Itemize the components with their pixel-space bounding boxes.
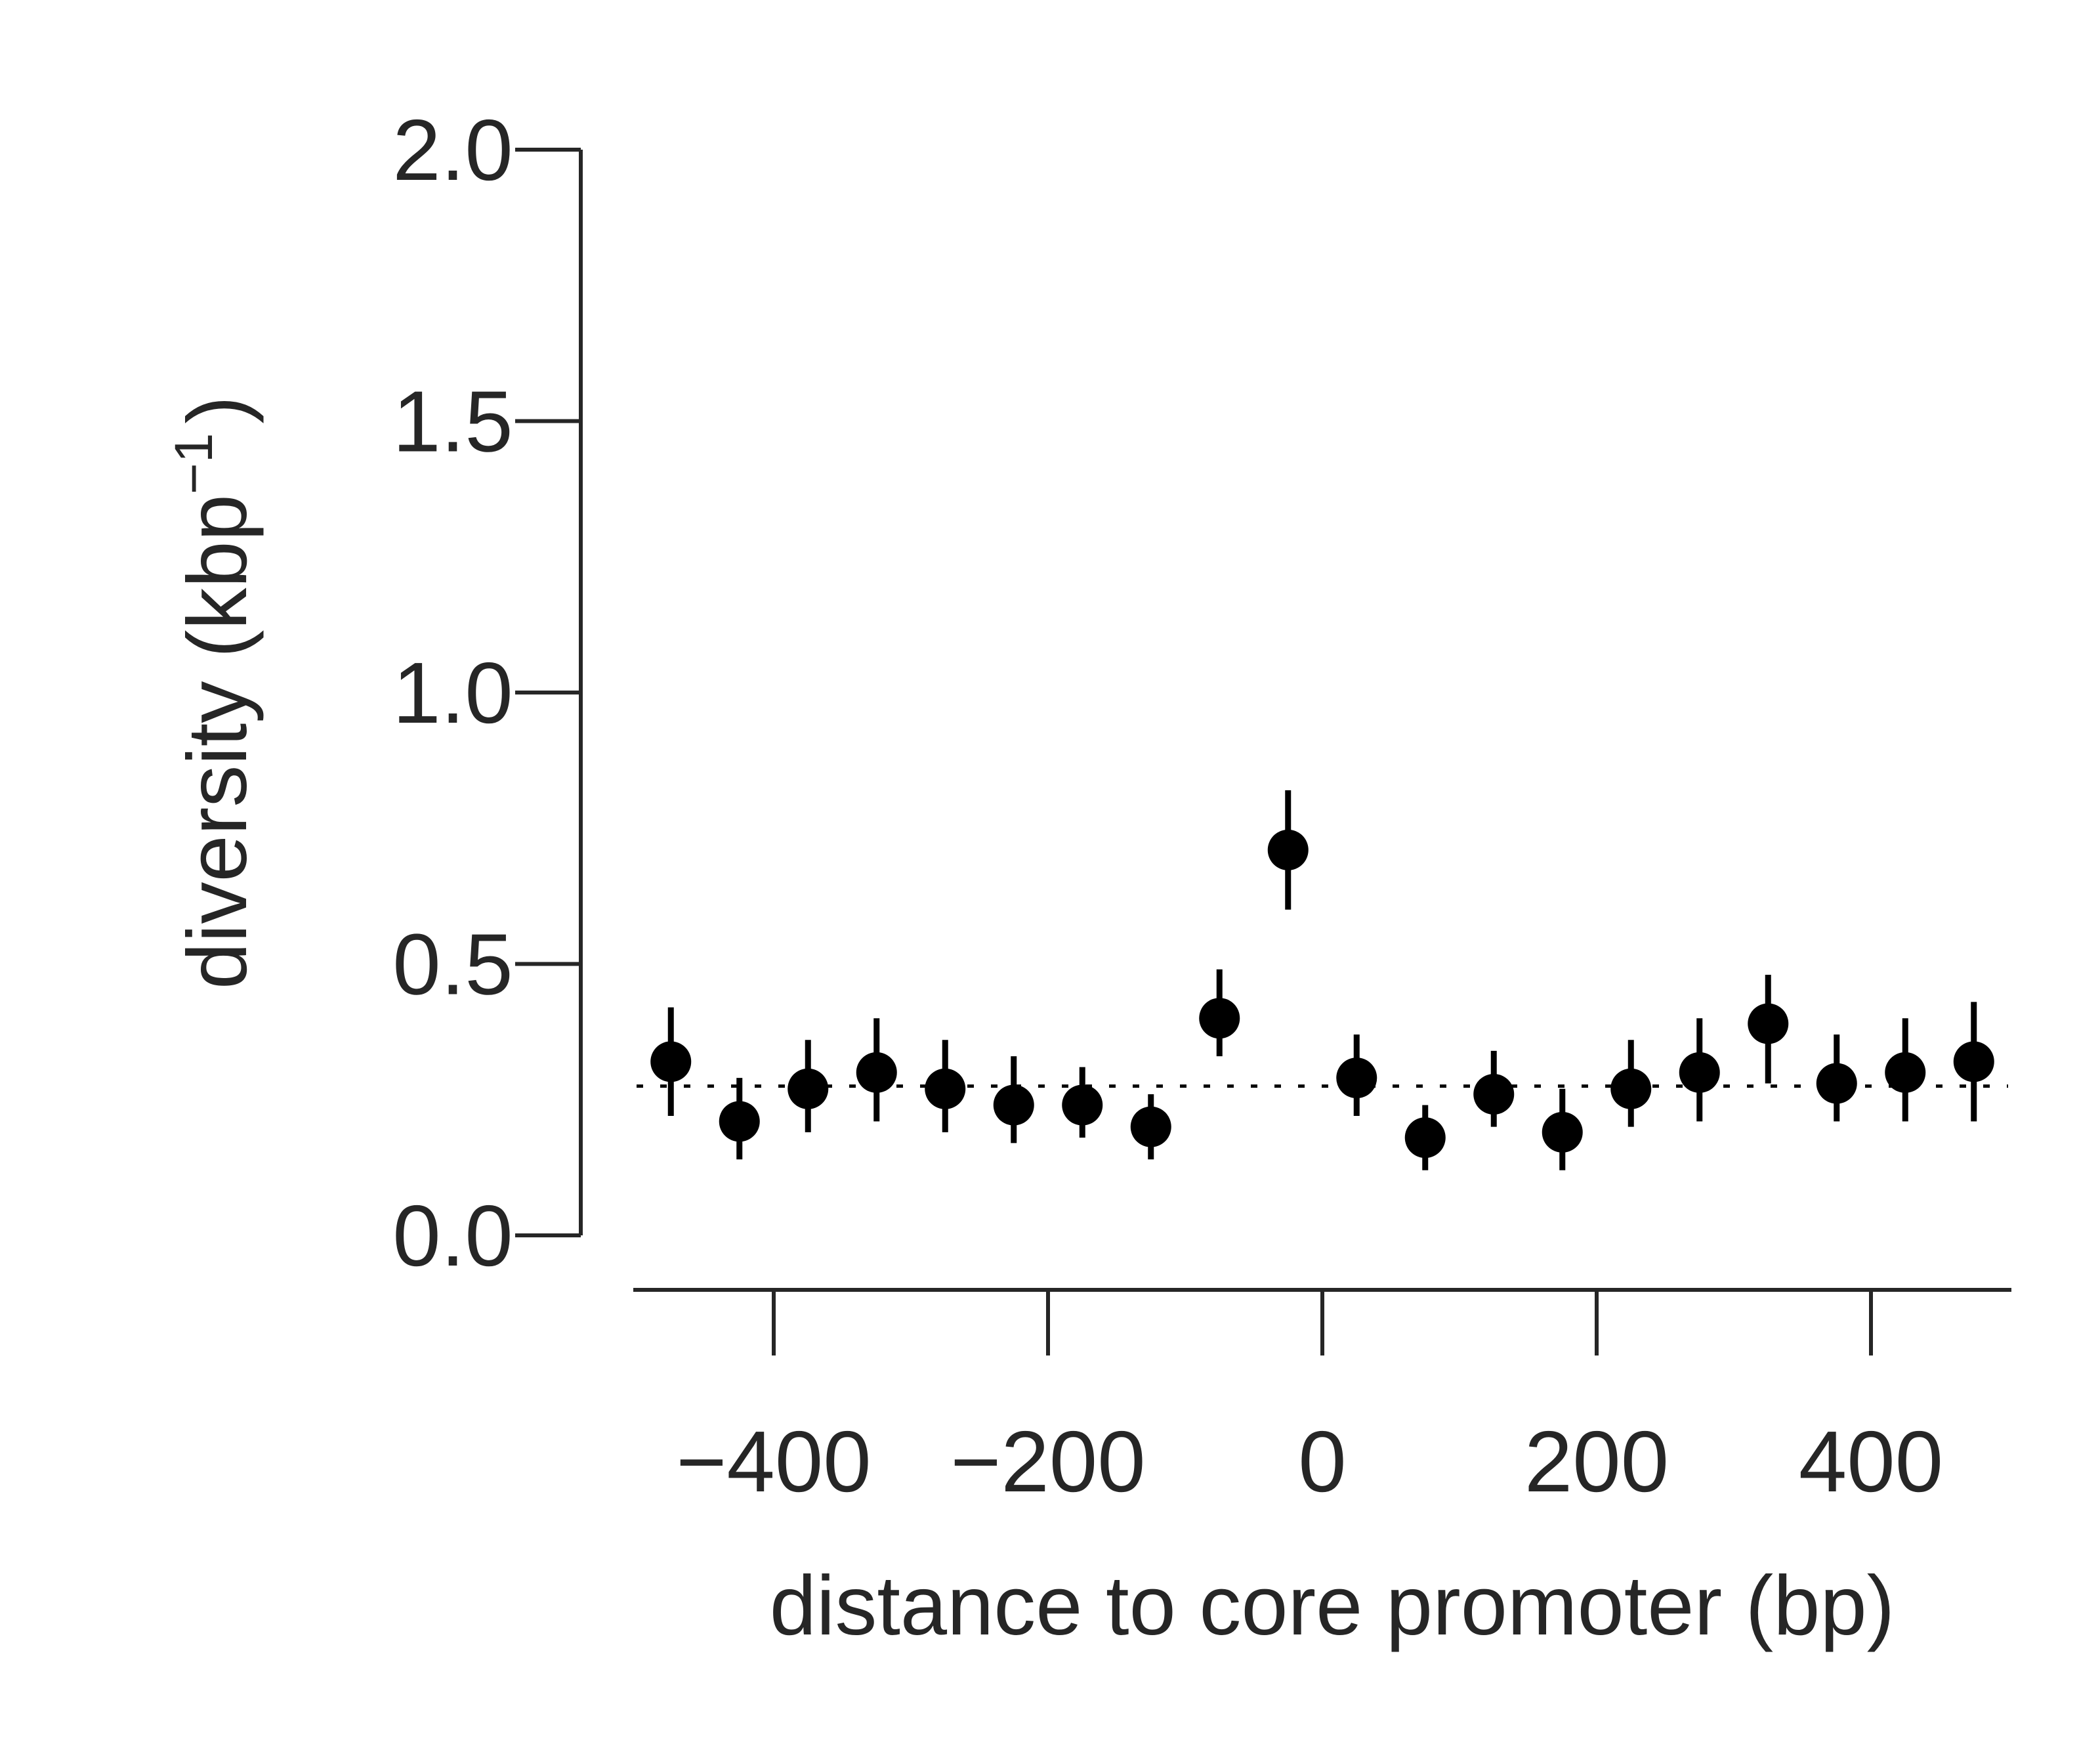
data-point bbox=[719, 1101, 760, 1142]
x-axis: −400 −200 0 200 400 bbox=[633, 1288, 2011, 1510]
y-axis: 0.0 0.5 1.0 1.5 2.0 bbox=[392, 102, 583, 1284]
y-tick-label: 0.5 bbox=[392, 916, 513, 1013]
x-axis-title: distance to core promoter (bp) bbox=[770, 1559, 1895, 1653]
y-tick-label: 0.0 bbox=[392, 1187, 513, 1284]
y-tick-label: 1.0 bbox=[392, 645, 513, 741]
data-point bbox=[1267, 829, 1309, 870]
data-point bbox=[1816, 1063, 1857, 1104]
y-axis-title-close: ) bbox=[171, 396, 264, 424]
data-point bbox=[1542, 1111, 1583, 1153]
data-point bbox=[788, 1068, 829, 1109]
data-point bbox=[925, 1068, 966, 1109]
data-point bbox=[1473, 1073, 1515, 1115]
data-points-layer bbox=[650, 790, 1994, 1170]
y-tick-label: 1.5 bbox=[392, 373, 513, 470]
x-tick-label: −200 bbox=[950, 1413, 1145, 1510]
data-point bbox=[1610, 1068, 1652, 1109]
y-axis-title: diversity (kbp−1) bbox=[164, 396, 264, 989]
y-tick-label: 2.0 bbox=[392, 102, 513, 198]
data-point bbox=[1748, 1003, 1789, 1044]
data-point bbox=[1679, 1052, 1720, 1093]
x-tick-label: −400 bbox=[676, 1413, 871, 1510]
y-axis-title-main: diversity (kbp bbox=[171, 494, 264, 989]
data-point bbox=[650, 1041, 692, 1082]
data-point bbox=[1336, 1057, 1377, 1099]
data-point bbox=[993, 1084, 1034, 1126]
x-tick-label: 0 bbox=[1298, 1413, 1346, 1510]
data-point bbox=[1130, 1106, 1171, 1147]
data-point bbox=[1404, 1117, 1446, 1159]
data-point bbox=[856, 1052, 897, 1093]
x-tick-label: 400 bbox=[1799, 1413, 1943, 1510]
data-point bbox=[1062, 1084, 1103, 1126]
data-point bbox=[1953, 1041, 1994, 1082]
y-axis-title-superscript: −1 bbox=[164, 433, 224, 495]
data-point bbox=[1199, 998, 1240, 1039]
x-tick-label: 200 bbox=[1524, 1413, 1669, 1510]
data-point bbox=[1885, 1052, 1926, 1093]
